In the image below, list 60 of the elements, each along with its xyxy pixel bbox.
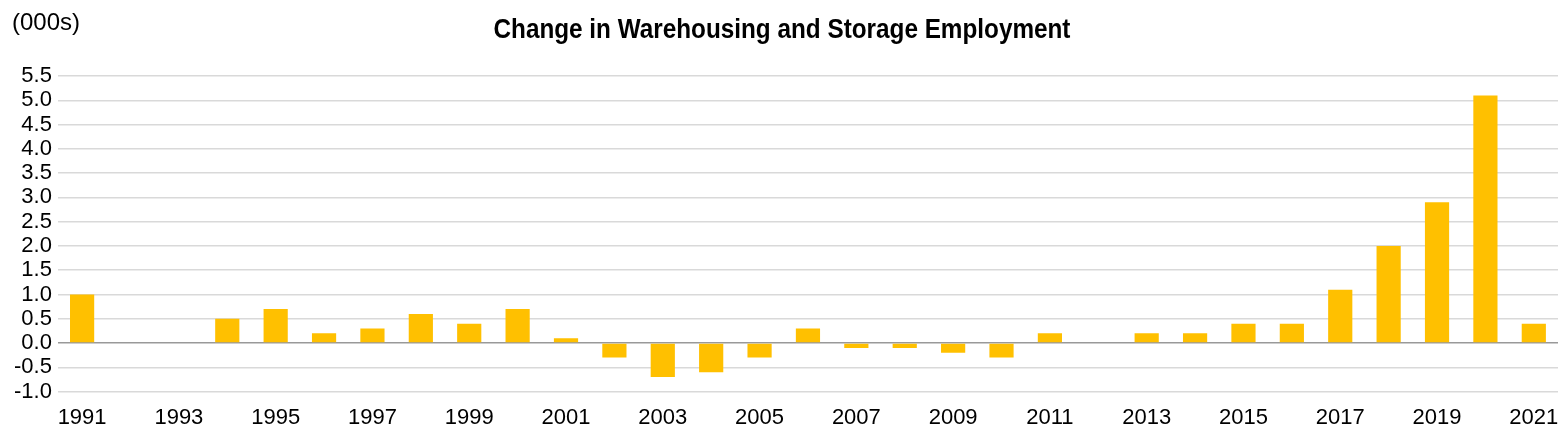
bar xyxy=(1473,95,1498,343)
bar xyxy=(263,309,288,343)
y-tick-label: 3.5 xyxy=(21,159,52,185)
bar xyxy=(70,294,95,343)
bar xyxy=(892,343,917,348)
y-tick-label: 1.5 xyxy=(21,256,52,282)
bar xyxy=(311,333,337,343)
x-tick-label: 2013 xyxy=(1122,403,1172,429)
y-axis-title: (000s) xyxy=(12,8,81,36)
bar xyxy=(457,323,482,343)
x-tick-label: 1993 xyxy=(154,403,204,429)
bar xyxy=(553,338,579,343)
x-tick-label: 2007 xyxy=(831,403,881,429)
chart-title: Change in Warehousing and Storage Employment xyxy=(492,14,1072,45)
y-tick-label: 4.0 xyxy=(21,134,52,160)
bar xyxy=(215,318,240,343)
bar xyxy=(747,343,772,358)
x-tick-label: 1997 xyxy=(347,403,397,429)
bar xyxy=(941,343,966,353)
x-tick-label: 2015 xyxy=(1218,403,1268,429)
y-tick-label: 3.0 xyxy=(21,183,52,209)
x-tick-label: 2005 xyxy=(735,403,785,429)
x-tick-label: 1991 xyxy=(57,403,107,429)
y-tick-label: 5.0 xyxy=(21,86,52,112)
bar xyxy=(1376,245,1401,343)
bar xyxy=(1037,333,1062,343)
y-tick-label: 2.0 xyxy=(21,232,52,257)
x-tick-label: 2011 xyxy=(1026,403,1074,429)
y-tick-label: 2.5 xyxy=(21,207,52,233)
y-tick-label: 0.5 xyxy=(21,304,52,330)
y-tick-label: 5.5 xyxy=(21,62,52,88)
x-tick-label: 2019 xyxy=(1412,403,1462,429)
y-tick-label: 4.5 xyxy=(21,110,52,136)
x-tick-label: 2021 xyxy=(1509,403,1559,429)
bar xyxy=(699,343,724,373)
y-tick-label: -0.5 xyxy=(13,353,52,379)
bar xyxy=(1231,323,1256,343)
x-tick-label: 2009 xyxy=(928,403,978,429)
x-tick-label: 1995 xyxy=(251,403,301,429)
bar xyxy=(650,343,675,378)
bar xyxy=(1182,333,1208,343)
bar xyxy=(1521,323,1546,343)
bar xyxy=(1328,289,1353,343)
y-tick-label: -1.0 xyxy=(13,377,52,403)
bar xyxy=(795,328,821,343)
x-tick-label: 2003 xyxy=(638,403,688,429)
x-tick-label: 1999 xyxy=(444,403,494,429)
bar xyxy=(1424,202,1450,343)
bar xyxy=(1279,323,1304,343)
bar xyxy=(844,343,869,348)
x-tick-label: 2017 xyxy=(1315,403,1365,429)
y-tick-label: 1.0 xyxy=(21,280,52,306)
x-tick-label: 2001 xyxy=(541,403,591,429)
bar xyxy=(505,309,530,343)
bar xyxy=(408,313,433,343)
bar xyxy=(1134,333,1159,343)
y-tick-label: 0.0 xyxy=(21,329,52,355)
bar xyxy=(989,343,1014,358)
bar xyxy=(360,328,385,343)
bar xyxy=(602,343,627,358)
